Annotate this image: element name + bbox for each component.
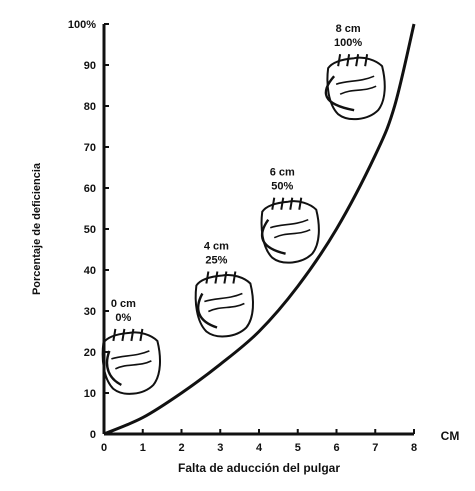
text-labels: CM Falta de aducción del pulgar Porcentaje… bbox=[31, 23, 459, 475]
finger-stroke bbox=[130, 328, 135, 342]
thumb-stroke bbox=[105, 350, 122, 386]
annotation-percent: 25% bbox=[205, 255, 227, 267]
finger-stroke bbox=[280, 197, 285, 210]
finger-stroke bbox=[346, 54, 351, 67]
hand-icon bbox=[194, 271, 254, 338]
palm-outline bbox=[260, 200, 320, 264]
palm-crease bbox=[115, 360, 152, 370]
annotation-cm: 4 cm bbox=[204, 241, 229, 253]
palm-crease bbox=[269, 218, 309, 229]
x-tick-label: 7 bbox=[372, 442, 378, 454]
finger-stroke bbox=[364, 54, 369, 67]
palm-outline bbox=[194, 274, 254, 338]
x-tick-label: 3 bbox=[217, 442, 223, 454]
y-tick-label: 90 bbox=[84, 60, 96, 72]
y-tick-label: 20 bbox=[84, 347, 96, 359]
x-tick-label: 6 bbox=[333, 442, 339, 454]
palm-outline bbox=[101, 331, 161, 395]
finger-stroke bbox=[337, 54, 342, 67]
annotation-cm: 8 cm bbox=[336, 23, 361, 35]
y-tick-label: 10 bbox=[84, 388, 96, 400]
palm-outline bbox=[326, 56, 386, 121]
y-tick-label: 70 bbox=[84, 142, 96, 154]
x-tick-label: 0 bbox=[101, 442, 107, 454]
x-unit-label: CM bbox=[441, 429, 460, 443]
x-tick-label: 2 bbox=[178, 442, 184, 454]
thumb-stroke bbox=[324, 75, 355, 112]
finger-stroke bbox=[232, 271, 237, 284]
annotation-cm: 0 cm bbox=[111, 298, 136, 310]
annotation-percent: 100% bbox=[334, 37, 362, 49]
y-tick-label: 80 bbox=[84, 101, 96, 113]
thumb-stroke bbox=[260, 219, 286, 255]
palm-crease bbox=[273, 228, 311, 239]
finger-stroke bbox=[121, 328, 126, 342]
thumb-stroke bbox=[197, 292, 218, 329]
x-axis-title: Falta de aducción del pulgar bbox=[178, 461, 340, 475]
finger-stroke bbox=[355, 54, 360, 67]
palm-crease bbox=[111, 350, 150, 360]
annotation-percent: 50% bbox=[271, 181, 293, 193]
annotation-cm: 6 cm bbox=[270, 167, 295, 179]
finger-stroke bbox=[214, 271, 219, 284]
palm-crease bbox=[204, 292, 243, 303]
axes-group: 0 10 20 30 40 50 60 70 80 90 100% 0 1 2 3 4 5 6 7 8 bbox=[68, 19, 417, 454]
x-tick-label: 8 bbox=[411, 442, 417, 454]
finger-stroke bbox=[289, 197, 294, 210]
finger-stroke bbox=[223, 271, 228, 284]
annotation-percent: 0% bbox=[115, 312, 131, 324]
y-tick-label: 50 bbox=[84, 224, 96, 236]
palm-crease bbox=[335, 75, 375, 85]
hand-illustrations bbox=[101, 54, 386, 395]
x-tick-label: 4 bbox=[256, 442, 263, 454]
palm-crease bbox=[339, 85, 377, 95]
y-tick-label: 60 bbox=[84, 183, 96, 195]
hand-icon bbox=[324, 54, 386, 121]
y-tick-label: 0 bbox=[90, 429, 96, 441]
palm-crease bbox=[208, 302, 245, 313]
y-tick-label: 30 bbox=[84, 306, 96, 318]
y-axis-title: Porcentaje de deficiencia bbox=[31, 162, 43, 295]
finger-stroke bbox=[298, 197, 303, 210]
finger-stroke bbox=[139, 328, 144, 342]
hand-icon bbox=[101, 328, 161, 395]
curve-group bbox=[103, 23, 416, 436]
impairment-curve bbox=[103, 23, 416, 436]
x-tick-label: 1 bbox=[140, 442, 146, 454]
hand-icon bbox=[260, 197, 320, 264]
x-tick-label: 5 bbox=[295, 442, 301, 454]
finger-stroke bbox=[271, 197, 276, 210]
y-tick-label: 40 bbox=[84, 265, 96, 277]
y-tick-label: 100% bbox=[68, 19, 96, 31]
finger-stroke bbox=[205, 271, 210, 284]
finger-stroke bbox=[112, 328, 117, 342]
